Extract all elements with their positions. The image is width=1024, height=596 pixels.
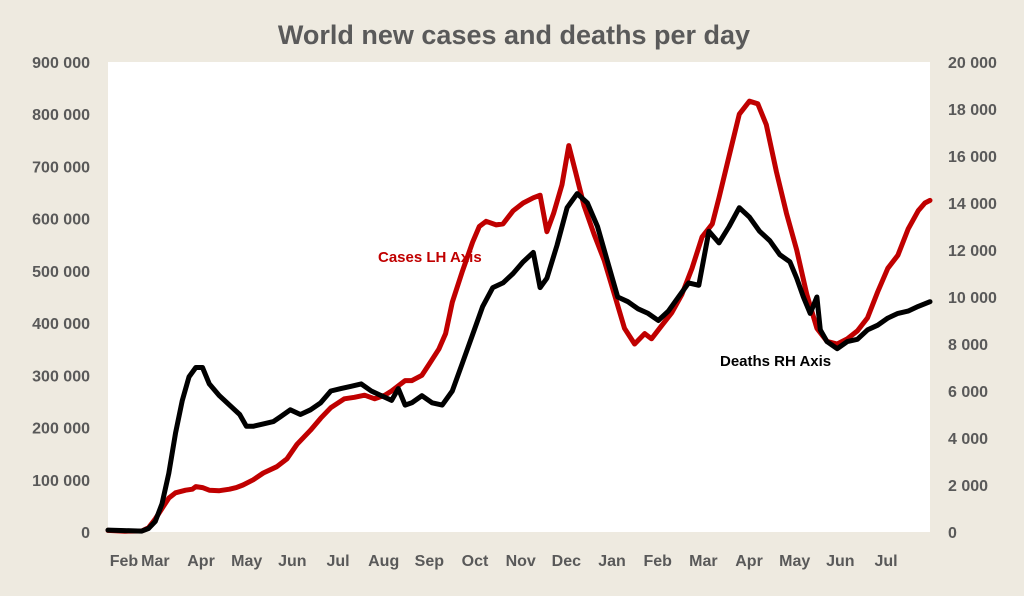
y-right-tick-label: 2 000: [948, 478, 988, 495]
y-left-tick-label: 300 000: [32, 368, 90, 385]
y-axis-left: 0 100 000 200 000 300 000 400 000 500 000 600 …: [32, 55, 90, 542]
x-axis: Feb Mar Apr May Jun Jul Aug Sep Oct Nov Dec Jan Feb M…: [110, 553, 898, 570]
y-left-tick-label: 500 000: [32, 264, 90, 281]
chart-title: World new cases and deaths per day: [278, 20, 750, 50]
y-left-tick-label: 900 000: [32, 55, 90, 72]
x-tick-label: Feb: [643, 553, 672, 570]
x-tick-label: Feb: [110, 553, 139, 570]
deaths-annotation: Deaths RH Axis: [720, 353, 831, 370]
y-right-tick-label: 14 000: [948, 196, 997, 213]
x-tick-label: May: [779, 553, 810, 570]
x-tick-label: Aug: [368, 553, 399, 570]
y-right-tick-label: 20 000: [948, 55, 997, 72]
x-tick-label: Sep: [415, 553, 445, 570]
y-right-tick-label: 4 000: [948, 431, 988, 448]
y-left-tick-label: 400 000: [32, 316, 90, 333]
cases-series-line: [105, 98, 933, 534]
y-left-tick-label: 600 000: [32, 212, 90, 229]
series-layer: [105, 98, 933, 534]
y-left-tick-label: 700 000: [32, 159, 90, 176]
x-tick-label: Jun: [278, 553, 306, 570]
y-right-tick-label: 10 000: [948, 290, 997, 307]
x-tick-label: Jul: [326, 553, 349, 570]
y-right-tick-label: 6 000: [948, 384, 988, 401]
y-left-tick-label: 200 000: [32, 421, 90, 438]
x-tick-label: Dec: [552, 553, 581, 570]
y-right-tick-label: 12 000: [948, 243, 997, 260]
deaths-series-line: [105, 191, 933, 534]
x-tick-label: Oct: [462, 553, 489, 570]
y-left-tick-label: 100 000: [32, 473, 90, 490]
x-tick-label: Jun: [826, 553, 854, 570]
y-axis-right: 0 2 000 4 000 6 000 8 000 10 000 12 000 14 000 1…: [948, 55, 997, 542]
x-tick-label: Nov: [506, 553, 536, 570]
y-right-tick-label: 0: [948, 525, 957, 542]
plot-area: [108, 62, 930, 532]
x-tick-label: Jul: [874, 553, 897, 570]
x-tick-label: Mar: [689, 553, 717, 570]
x-tick-label: Mar: [141, 553, 169, 570]
y-right-tick-label: 18 000: [948, 102, 997, 119]
x-tick-label: May: [231, 553, 262, 570]
x-tick-label: Jan: [598, 553, 626, 570]
y-right-tick-label: 8 000: [948, 337, 988, 354]
y-left-tick-label: 0: [81, 525, 90, 542]
y-right-tick-label: 16 000: [948, 149, 997, 166]
cases-annotation: Cases LH Axis: [378, 249, 482, 266]
x-tick-label: Apr: [735, 553, 763, 570]
y-left-tick-label: 800 000: [32, 107, 90, 124]
x-tick-label: Apr: [187, 553, 215, 570]
